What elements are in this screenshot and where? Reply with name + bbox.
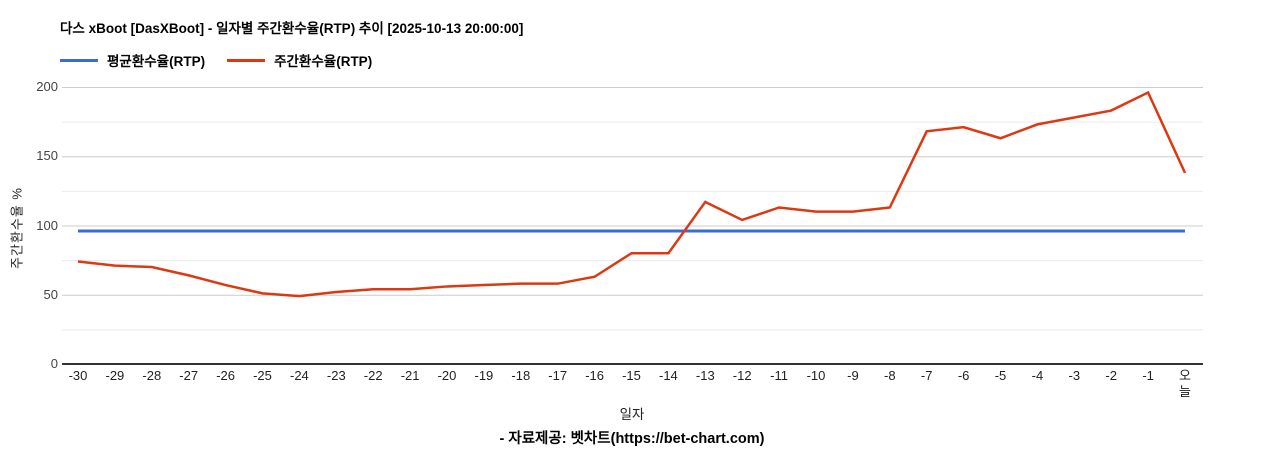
source-footer: - 자료제공: 벳차트(https://bet-chart.com) [499,431,765,447]
legend-swatch-average-rtp [60,58,98,62]
weekly-rtp-line[interactable] [77,90,1187,298]
legend-label-average-rtp: 평균환수율(RTP) [107,54,206,69]
x-axis-title: 일자 [619,407,645,422]
chart-legend: 평균환수율(RTP) 주간환수율(RTP) [60,50,372,70]
legend-item-average-rtp: 평균환수율(RTP) [60,50,205,70]
chart-title: 다스 xBoot [DasXBoot] - 일자별 주간환수율(RTP) 추이 … [60,21,524,36]
legend-swatch-weekly-rtp [227,58,266,62]
legend-label-weekly-rtp: 주간환수율(RTP) [274,54,373,69]
legend-item-weekly-rtp: 주간환수율(RTP) [227,50,372,70]
y-axis-title: 주간환수율 % [9,187,25,269]
